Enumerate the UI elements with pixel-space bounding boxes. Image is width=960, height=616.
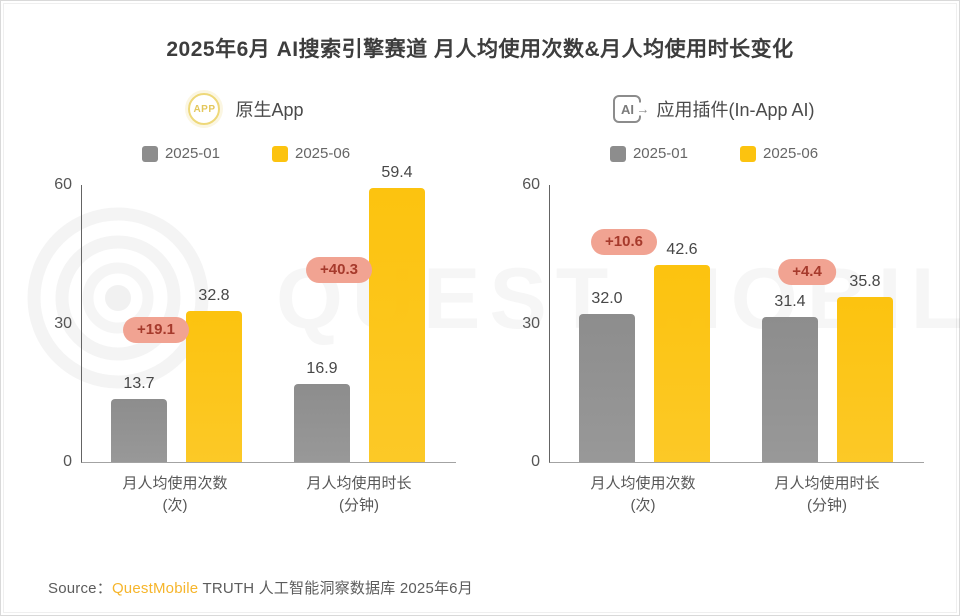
value-label-2025-06-group-1: 59.4 xyxy=(381,163,413,181)
legend-item-2025-06: 2025-06 xyxy=(740,145,818,162)
legend-swatch-2025-01 xyxy=(609,145,626,162)
source-brand: QuestMobile xyxy=(111,580,199,597)
bar-2025-06-group-0 xyxy=(654,265,710,462)
value-label-2025-06-group-1: 35.8 xyxy=(849,272,881,290)
bar-2025-01-group-0 xyxy=(111,398,167,462)
value-label-2025-06-group-0: 42.6 xyxy=(666,241,698,259)
legend-swatch-2025-01 xyxy=(141,145,158,162)
ai-icon-text: AI xyxy=(620,101,634,117)
panel-in-app-ai-header: AI → 应用插件(In-App AI) xyxy=(496,91,932,127)
ytick-0: 0 xyxy=(63,453,72,470)
value-label-2025-01-group-0: 13.7 xyxy=(123,374,155,392)
category-label-group-0: 月人均使用次数 (次) xyxy=(122,475,228,514)
legend-label-2025-06: 2025-06 xyxy=(295,145,351,162)
legend-item-2025-01: 2025-01 xyxy=(609,145,688,162)
panel-in-app-ai: AI → 应用插件(In-App AI) 2025-01 2025-06 0 30… xyxy=(496,85,932,545)
ytick-30: 30 xyxy=(522,314,540,332)
bar-2025-01-group-1 xyxy=(762,317,818,462)
category-label-group-1: 月人均使用时长 (分钟) xyxy=(774,475,880,514)
plot-in-app-ai: 0 30 60 32.0 31.4 42.6 35.8 +10.6 +4.4 xyxy=(522,176,924,470)
legend-swatch-2025-06 xyxy=(740,145,756,162)
source-rest: TRUTH 人工智能洞察数据库 2025年6月 xyxy=(198,580,473,597)
value-label-2025-01-group-1: 16.9 xyxy=(306,359,338,377)
ytick-60: 60 xyxy=(522,176,540,193)
xaxis-labels-native-app: 月人均使用次数 (次) 月人均使用时长 (分钟) xyxy=(81,473,455,529)
bar-2025-01-group-1 xyxy=(294,383,350,462)
bar-2025-06-group-0 xyxy=(186,310,242,462)
bar-2025-01-group-0 xyxy=(579,314,635,462)
value-label-2025-01-group-1: 31.4 xyxy=(774,293,806,311)
delta-badge-group-0: +10.6 xyxy=(591,229,657,255)
legend-label-2025-06: 2025-06 xyxy=(763,145,819,162)
category-label-group-1: 月人均使用时长 (分钟) xyxy=(306,475,412,514)
legend-item-2025-06: 2025-06 xyxy=(272,145,350,162)
delta-badge-group-1: +40.3 xyxy=(306,257,372,283)
legend-item-2025-01: 2025-01 xyxy=(141,145,220,162)
category-label-group-0: 月人均使用次数 (次) xyxy=(590,475,696,514)
page-title: 2025年6月 AI搜索引擎赛道 月人均使用次数&月人均使用时长变化 xyxy=(166,38,794,61)
legend-label-2025-01: 2025-01 xyxy=(164,145,220,162)
ytick-60: 60 xyxy=(54,176,72,193)
ai-plugin-icon: AI → xyxy=(613,95,650,123)
value-label-2025-01-group-0: 32.0 xyxy=(591,290,623,308)
panel-in-app-ai-title: 应用插件(In-App AI) xyxy=(656,100,815,120)
ai-icon-arrow: → xyxy=(636,101,650,117)
app-circle-icon: APP xyxy=(188,93,221,125)
app-icon-text: APP xyxy=(193,103,216,115)
legend-right: 2025-01 2025-06 xyxy=(496,145,932,162)
bar-2025-06-group-1 xyxy=(369,187,425,462)
panel-native-app: APP 原生App 2025-01 2025-06 0 30 60 13.7 16.9 3… xyxy=(28,85,464,545)
legend-swatch-2025-06 xyxy=(272,145,288,162)
value-label-2025-06-group-0: 32.8 xyxy=(198,286,230,304)
source-line: Source：QuestMobile TRUTH 人工智能洞察数据库 2025年… xyxy=(48,577,473,598)
ytick-30: 30 xyxy=(54,314,72,332)
bar-2025-06-group-1 xyxy=(837,296,893,462)
source-prefix: Source： xyxy=(48,580,112,597)
delta-badge-group-0: +19.1 xyxy=(123,317,189,343)
panel-native-app-header: APP 原生App xyxy=(28,91,464,127)
ytick-0: 0 xyxy=(531,453,540,470)
panel-native-app-title: 原生App xyxy=(235,100,304,120)
delta-badge-group-1: +4.4 xyxy=(778,259,836,285)
legend-left: 2025-01 2025-06 xyxy=(28,145,464,162)
plot-native-app: 0 30 60 13.7 16.9 32.8 59.4 +19.1 +40.3 xyxy=(54,164,456,470)
xaxis-labels-in-app-ai: 月人均使用次数 (次) 月人均使用时长 (分钟) xyxy=(549,473,923,529)
legend-label-2025-01: 2025-01 xyxy=(632,145,688,162)
